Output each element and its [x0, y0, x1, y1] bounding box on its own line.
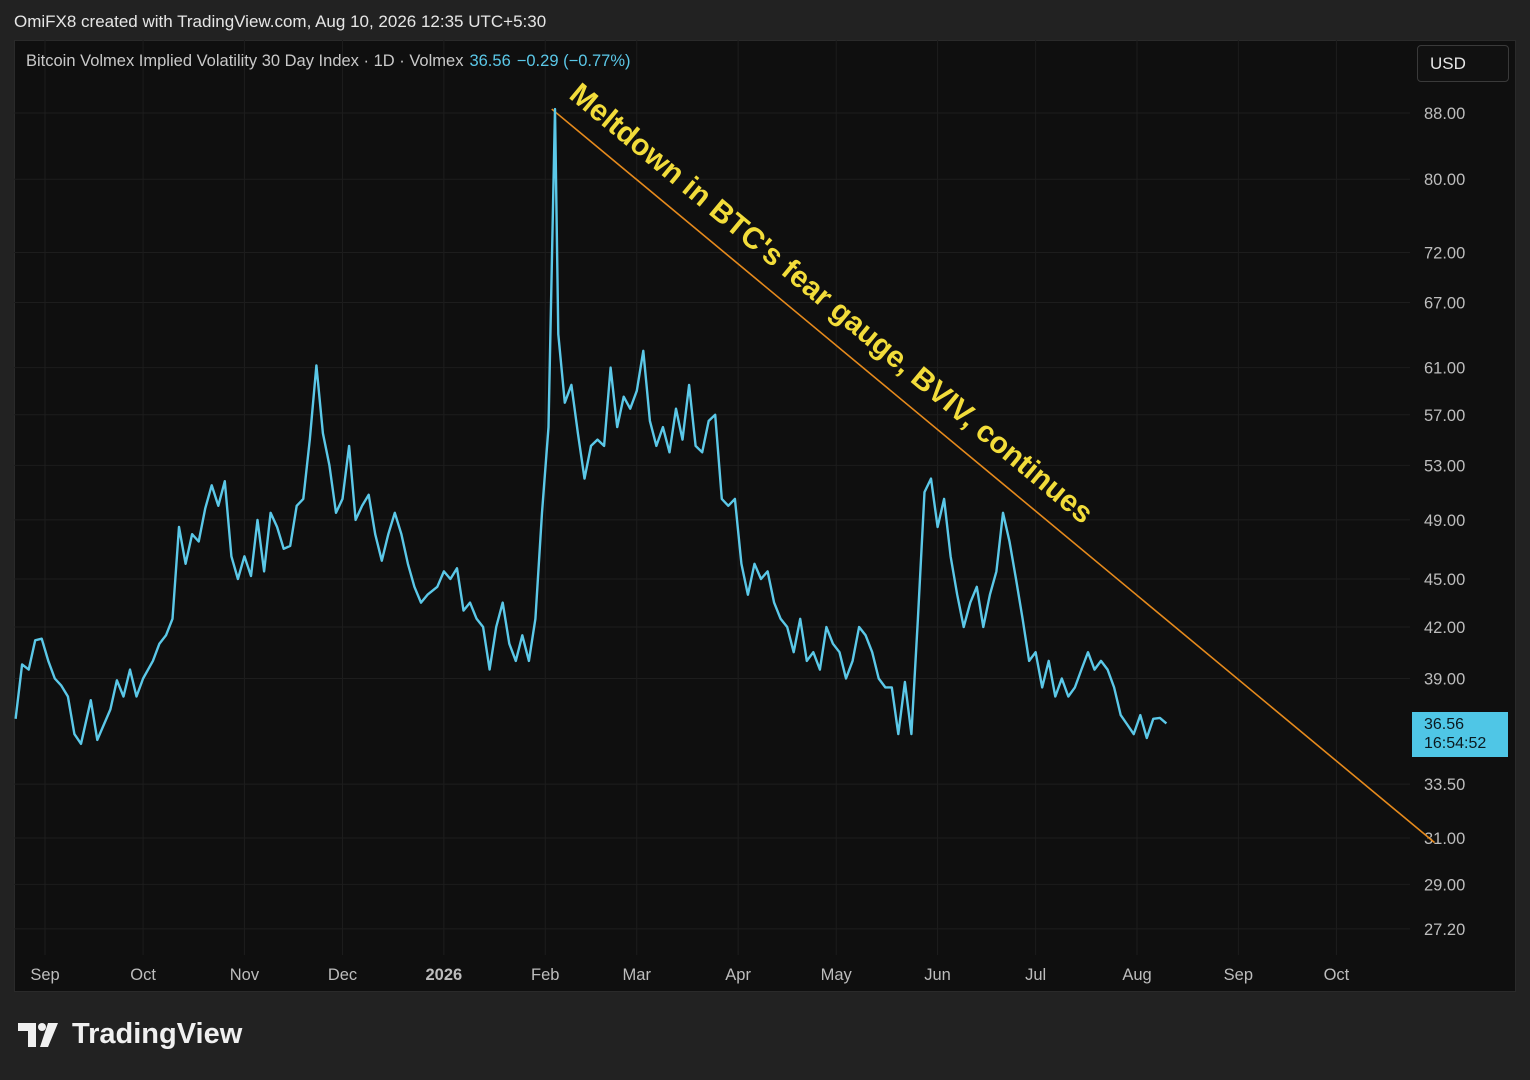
x-tick-label: 2026	[426, 966, 463, 984]
x-tick-label: Oct	[130, 966, 156, 984]
x-tick-label: Oct	[1324, 966, 1350, 984]
x-tick-label: Apr	[725, 966, 751, 984]
y-tick-label: 45.00	[1424, 571, 1465, 589]
y-tick-label: 42.00	[1424, 619, 1465, 637]
y-tick-label: 57.00	[1424, 407, 1465, 425]
y-tick-label: 72.00	[1424, 244, 1465, 262]
trendline	[551, 108, 1436, 844]
last-price-badge: 36.56 16:54:52	[1412, 712, 1508, 757]
chart-frame[interactable]	[14, 40, 1516, 992]
y-tick-label: 53.00	[1424, 457, 1465, 475]
x-tick-label: Sep	[30, 966, 59, 984]
y-tick-label: 29.00	[1424, 876, 1465, 894]
y-tick-label: 39.00	[1424, 670, 1465, 688]
y-tick-label: 33.50	[1424, 776, 1465, 794]
y-axis-ticks: 88.00 80.00 72.00 67.00 61.00 57.00 53.00 49.00…	[1424, 105, 1465, 939]
x-tick-label: Aug	[1122, 966, 1151, 984]
chart-grid	[14, 40, 1410, 955]
currency-button[interactable]: USD	[1417, 45, 1509, 82]
x-tick-label: Nov	[230, 966, 260, 984]
chart-credit: OmiFX8 created with TradingView.com, Aug…	[14, 12, 547, 31]
y-tick-label: 61.00	[1424, 360, 1465, 378]
legend-symbol: Bitcoin Volmex Implied Volatility 30 Day…	[26, 52, 464, 70]
series-line-bviv	[14, 107, 1168, 745]
chart-legend: Bitcoin Volmex Implied Volatility 30 Day…	[26, 52, 631, 71]
legend-price: 36.56	[469, 52, 511, 70]
x-tick-label: Feb	[531, 966, 559, 984]
x-tick-label: Jul	[1025, 966, 1046, 984]
trendline-annotation: Meltdown in BTC's fear gauge, BVIV, cont…	[563, 77, 1099, 530]
badge-countdown: 16:54:52	[1424, 735, 1487, 752]
x-tick-label: May	[821, 966, 853, 984]
y-tick-label: 27.20	[1424, 921, 1465, 939]
y-tick-label: 49.00	[1424, 512, 1465, 530]
y-tick-label: 67.00	[1424, 294, 1465, 312]
y-tick-label: 88.00	[1424, 105, 1465, 123]
x-axis-ticks: Sep Oct Nov Dec 2026 Feb Mar Apr May Jun Jul Aug Sep…	[30, 966, 1349, 984]
x-tick-label: Mar	[623, 966, 652, 984]
x-tick-label: Jun	[924, 966, 951, 984]
tradingview-logo: TradingView	[18, 1018, 242, 1051]
legend-change: −0.29 (−0.77%)	[516, 52, 631, 70]
tradingview-logo-icon	[18, 1022, 58, 1047]
y-tick-label: 80.00	[1424, 171, 1465, 189]
badge-price: 36.56	[1424, 716, 1465, 733]
x-tick-label: Dec	[328, 966, 357, 984]
x-tick-label: Sep	[1224, 966, 1253, 984]
y-tick-label: 31.00	[1424, 830, 1465, 848]
footer-brand: TradingView	[72, 1018, 243, 1050]
